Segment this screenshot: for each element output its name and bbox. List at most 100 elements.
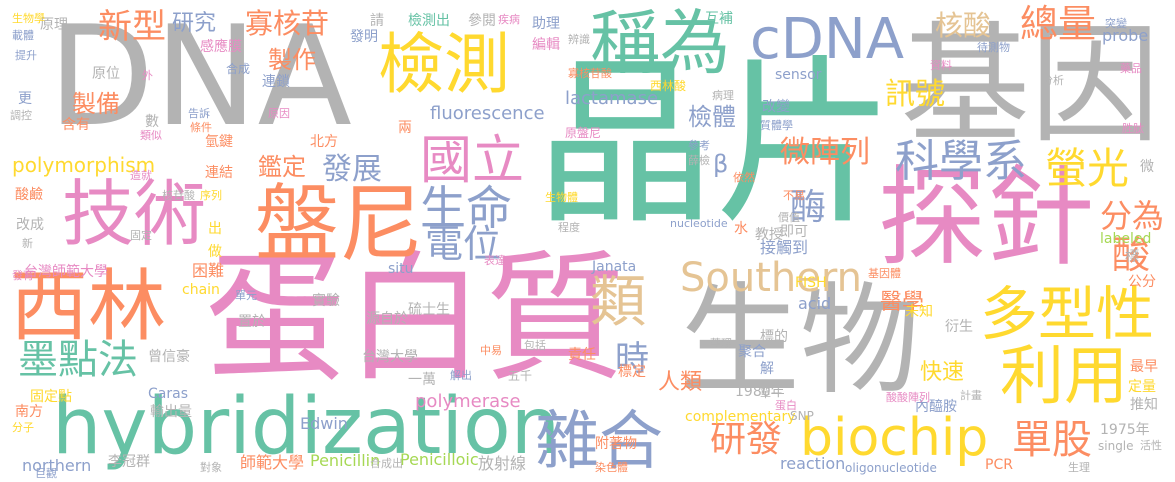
word: 西林 xyxy=(10,262,167,352)
word: 晶片 xyxy=(535,40,896,249)
word: 北方 xyxy=(310,134,338,150)
word: 國立 xyxy=(420,131,525,191)
word: 分為 xyxy=(1100,197,1165,235)
word: 活性 xyxy=(1140,439,1162,452)
word: nucleotide xyxy=(670,217,728,230)
word: 推知 xyxy=(1130,397,1158,413)
word: polymerase xyxy=(415,391,521,412)
word: 蛋白 xyxy=(775,399,797,412)
word: 多型性 xyxy=(980,280,1155,348)
word: reaction xyxy=(780,454,846,473)
word: 檢體 xyxy=(688,103,736,131)
word: 新型 xyxy=(98,7,166,47)
word: 標的 xyxy=(760,329,788,345)
word: Janata xyxy=(592,259,637,275)
word: 提升 xyxy=(15,49,37,62)
word: 單元 xyxy=(235,289,257,302)
word: Edwin xyxy=(300,414,348,433)
word: 載體 xyxy=(12,29,34,42)
word: 表達 xyxy=(484,254,506,267)
word: 編輯 xyxy=(532,37,560,53)
word: 困難 xyxy=(192,261,225,280)
word: 即可 xyxy=(780,224,808,240)
word: 雜合 xyxy=(535,405,663,479)
word: 氫鍵 xyxy=(205,134,233,150)
word: 藥品 xyxy=(1120,62,1142,75)
word: 標 xyxy=(1125,249,1139,265)
word: 待測物 xyxy=(977,41,1010,54)
word: 1975年 xyxy=(1100,422,1150,438)
word: 固定 xyxy=(130,229,152,242)
word: 合成出 xyxy=(370,457,403,470)
word: 原因 xyxy=(268,107,290,120)
word: 參考 xyxy=(688,139,710,152)
word: 墨點法 xyxy=(18,337,138,383)
word: 序列 xyxy=(200,189,222,202)
word: 人類 xyxy=(658,370,703,395)
word: 酸酸陣列 xyxy=(886,391,930,404)
word: 製作 xyxy=(268,46,316,74)
word: 外 xyxy=(142,69,153,82)
word: 公分 xyxy=(1128,274,1156,290)
word: SNP xyxy=(790,409,814,423)
word: 含有 xyxy=(62,117,90,133)
word: 盤尼 xyxy=(255,175,424,273)
word: 巨觀 xyxy=(35,467,57,480)
word: 類似 xyxy=(140,129,162,142)
word: 西林酸 xyxy=(650,79,687,93)
word: polymorphism xyxy=(12,153,156,177)
word: 寡核苷 xyxy=(245,7,330,40)
word: 衍生 xyxy=(945,319,973,335)
word: 教授 xyxy=(755,227,783,243)
word: 硫士生 xyxy=(408,302,450,318)
word: northern xyxy=(22,456,92,475)
word: 包括 xyxy=(524,339,546,352)
word: 不易 xyxy=(783,189,805,202)
word: 師範大學 xyxy=(240,453,305,472)
word: lactamase xyxy=(565,88,659,109)
word: 內醯胺 xyxy=(915,399,957,415)
word: 聚合 xyxy=(738,344,766,360)
word: 調控 xyxy=(10,109,32,122)
word: 稱為 xyxy=(590,2,730,84)
word: 輸出量 xyxy=(150,404,192,420)
word: 辨識 xyxy=(568,33,590,46)
word: 放射線 xyxy=(478,454,527,473)
word: 單股 xyxy=(1012,417,1092,463)
word: 1980年 xyxy=(735,384,785,400)
word: Caras xyxy=(148,386,188,402)
word: 核酸 xyxy=(935,9,992,42)
word: 科學系 xyxy=(895,136,1027,187)
word: 源自於 xyxy=(366,311,408,327)
word: 對象 xyxy=(200,461,222,474)
word: 薛檢 xyxy=(688,154,710,167)
word: probe xyxy=(1102,26,1149,45)
word: 實驗 xyxy=(312,293,340,309)
word: 新 xyxy=(22,237,33,250)
word: 單一 xyxy=(760,387,782,400)
word: 生物學 xyxy=(12,12,45,25)
word: 原位 xyxy=(92,66,120,82)
word: Penicilloic xyxy=(400,450,479,469)
word: 醫學 xyxy=(880,290,925,315)
word: β xyxy=(713,150,729,178)
word: 研發 xyxy=(710,419,783,460)
word: 藥理 xyxy=(710,337,732,350)
word: 兩 xyxy=(398,120,412,136)
word: 酸鹼 xyxy=(15,187,43,203)
word: 發明 xyxy=(350,29,378,45)
word: DNA xyxy=(48,0,352,157)
word: 曾信豪 xyxy=(148,349,190,365)
word: FISH xyxy=(795,275,827,291)
word: 快速 xyxy=(920,360,965,385)
word: 螢光 xyxy=(1045,144,1130,193)
word: 原盤尼 xyxy=(565,126,602,140)
word: 解 xyxy=(760,361,774,377)
word: 李冠群 xyxy=(108,454,150,470)
word: 改成 xyxy=(16,217,44,233)
word: labeled xyxy=(1100,231,1152,247)
word: 價值 xyxy=(778,211,800,224)
word: complementary xyxy=(685,409,796,425)
word: cDNA xyxy=(750,7,905,72)
